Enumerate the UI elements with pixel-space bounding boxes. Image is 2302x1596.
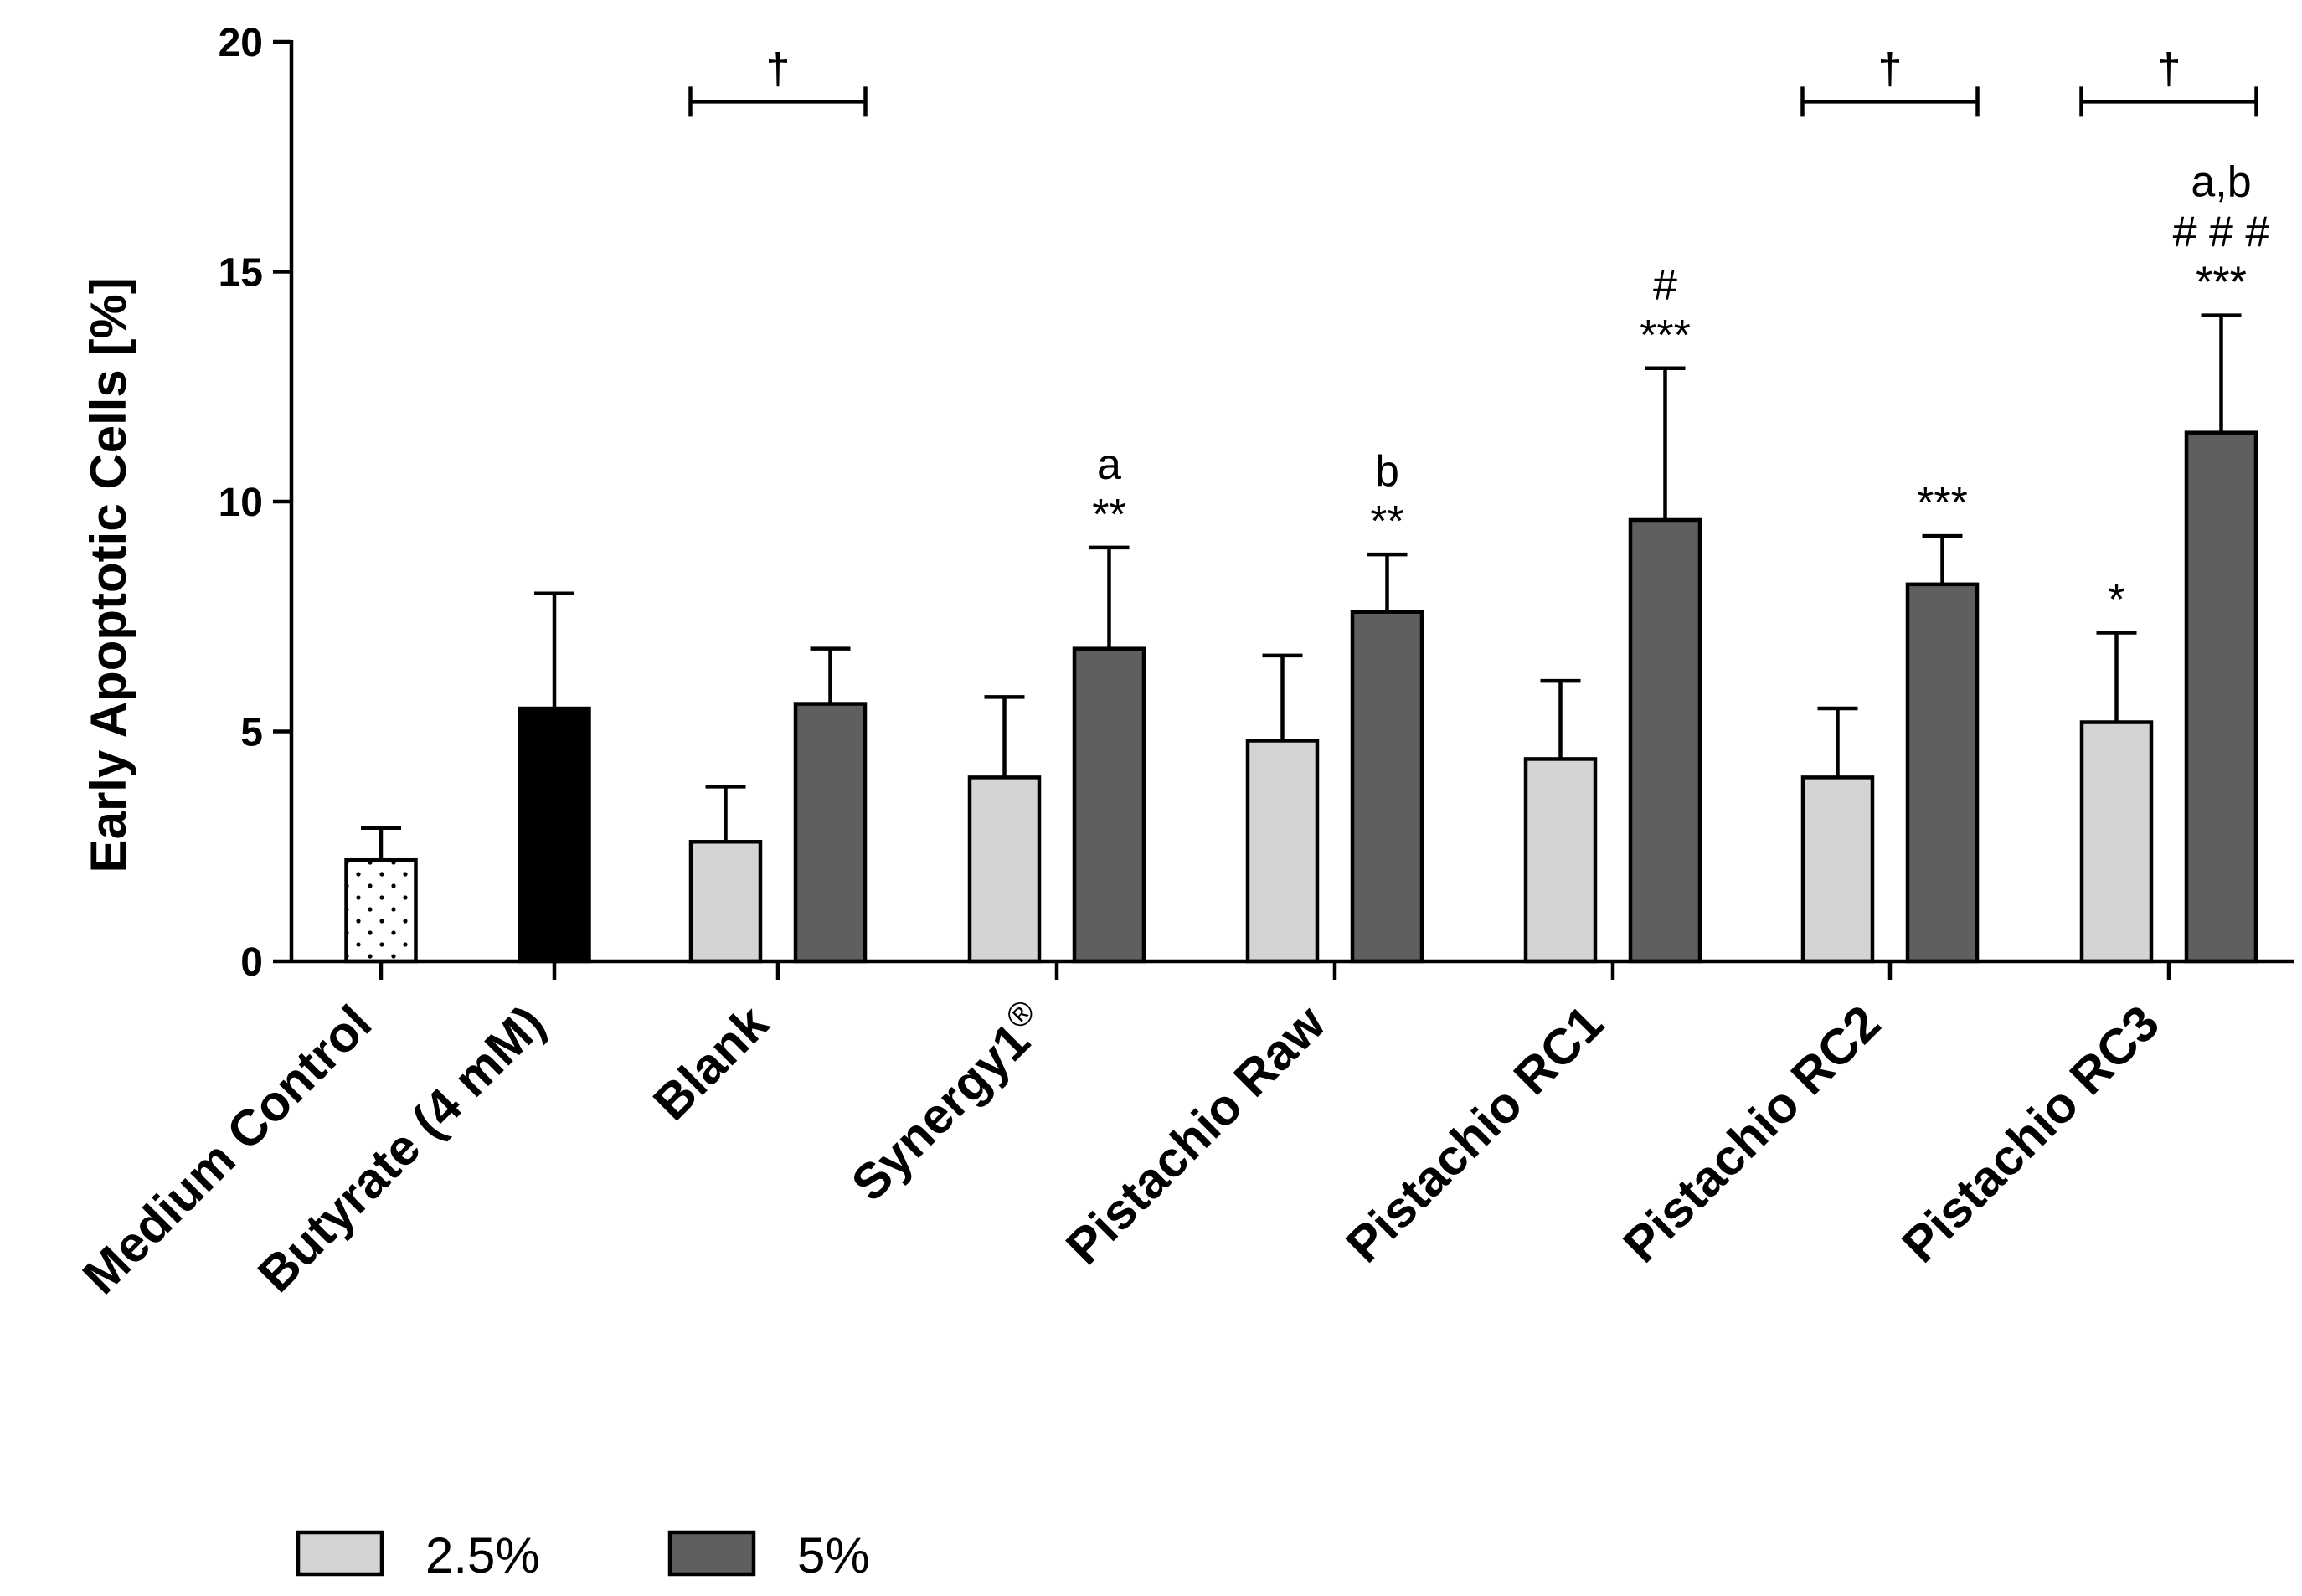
category-label: Pistachio RC1 [1336, 995, 1614, 1274]
significance-annotation: b [1375, 447, 1399, 496]
significance-annotation: *** [2196, 259, 2247, 307]
y-tick-label: 15 [219, 251, 263, 296]
bar-medium [347, 860, 416, 961]
legend-swatch [298, 1532, 382, 1574]
bar-s5 [1074, 649, 1144, 961]
y-tick-label: 5 [240, 711, 263, 755]
bar-s5 [1908, 584, 1977, 961]
bar-s25 [691, 842, 760, 961]
dagger-annotation: † [1878, 44, 1903, 93]
category-label: Pistachio Raw [1055, 995, 1336, 1275]
y-tick-label: 20 [219, 21, 263, 65]
dagger-annotation: † [2157, 44, 2181, 93]
bar-butyrate [520, 708, 590, 961]
bar-s25 [1248, 740, 1317, 961]
bar-s5 [1352, 612, 1422, 961]
bar-s25 [1526, 759, 1595, 961]
significance-annotation: ** [1092, 491, 1125, 539]
legend-label: 5% [797, 1527, 870, 1583]
y-tick-label: 10 [219, 481, 263, 525]
bar-s25 [970, 777, 1039, 961]
significance-annotation: # # # [2173, 209, 2270, 257]
significance-annotation: a,b [2191, 158, 2251, 207]
y-tick-label: 0 [240, 940, 263, 985]
significance-annotation: ** [1370, 497, 1403, 546]
category-label: Medium Control [72, 995, 382, 1305]
significance-annotation: a [1097, 440, 1121, 489]
bar-s25 [2082, 723, 2151, 961]
category-label: Butyrate (4 mM) [247, 995, 555, 1303]
category-label: Pistachio RC3 [1892, 995, 2171, 1274]
bar-s5 [796, 704, 865, 961]
significance-annotation: # [1653, 261, 1677, 310]
category-label: Pistachio RC2 [1613, 995, 1892, 1274]
significance-annotation: *** [1640, 311, 1691, 360]
significance-annotation: *** [1917, 479, 1968, 528]
chart: 0 5 10 15 20 Medium ControlButyrate (4 mM) † B… [0, 0, 2302, 1596]
legend-swatch [670, 1532, 754, 1574]
dagger-annotation: † [766, 44, 791, 93]
significance-annotation: * [2108, 575, 2124, 624]
bar-s5 [1630, 520, 1700, 961]
bar-s25 [1803, 777, 1872, 961]
category-label: Blank [642, 994, 779, 1130]
legend-label: 2.5% [425, 1527, 540, 1583]
bar-s5 [2186, 433, 2256, 961]
y-axis-title: Early Apoptotic Cells [%] [80, 277, 136, 873]
category-label: Synergy1® [839, 993, 1058, 1212]
